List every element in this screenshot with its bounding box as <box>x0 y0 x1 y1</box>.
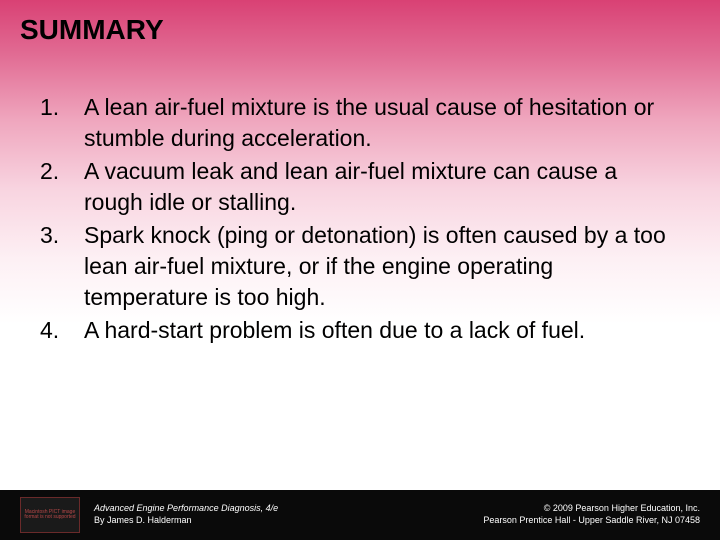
item-text: A lean air-fuel mixture is the usual cau… <box>84 92 680 154</box>
pict-placeholder-icon: Macintosh PICT image format is not suppo… <box>20 497 80 533</box>
item-number: 4. <box>40 315 84 346</box>
list-item: 2. A vacuum leak and lean air-fuel mixtu… <box>40 156 680 218</box>
item-text: A vacuum leak and lean air-fuel mixture … <box>84 156 680 218</box>
item-number: 3. <box>40 220 84 251</box>
item-text: A hard-start problem is often due to a l… <box>84 315 680 346</box>
summary-list: 1. A lean air-fuel mixture is the usual … <box>40 92 680 348</box>
list-item: 1. A lean air-fuel mixture is the usual … <box>40 92 680 154</box>
list-item: 3. Spark knock (ping or detonation) is o… <box>40 220 680 313</box>
copyright-line: © 2009 Pearson Higher Education, Inc. <box>483 503 700 515</box>
item-number: 2. <box>40 156 84 187</box>
item-text: Spark knock (ping or detonation) is ofte… <box>84 220 680 313</box>
footer-left-text: Advanced Engine Performance Diagnosis, 4… <box>94 503 278 526</box>
publisher-line: Pearson Prentice Hall - Upper Saddle Riv… <box>483 515 700 527</box>
slide-title: SUMMARY <box>20 14 164 46</box>
item-number: 1. <box>40 92 84 123</box>
book-title: Advanced Engine Performance Diagnosis, 4… <box>94 503 278 515</box>
list-item: 4. A hard-start problem is often due to … <box>40 315 680 346</box>
author-name: By James D. Halderman <box>94 515 278 527</box>
footer-right-text: © 2009 Pearson Higher Education, Inc. Pe… <box>483 503 700 526</box>
footer-bar: Macintosh PICT image format is not suppo… <box>0 490 720 540</box>
